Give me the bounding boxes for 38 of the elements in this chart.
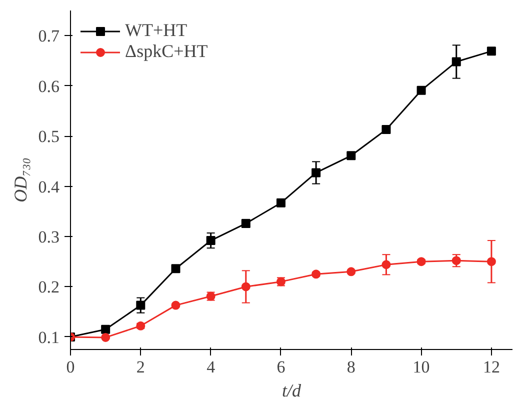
point	[136, 300, 146, 310]
point	[382, 125, 391, 134]
x-tick-label: 4	[206, 358, 216, 376]
point	[346, 151, 356, 160]
y-axis-title: OD₇₃₀	[10, 158, 30, 202]
point	[276, 198, 286, 208]
point	[312, 168, 321, 178]
point	[416, 86, 426, 95]
point	[486, 257, 496, 266]
point	[101, 324, 110, 334]
x-tick-label: 10	[412, 358, 430, 376]
y-tick-label: 0.2	[38, 278, 60, 297]
legend-label: ΔspkC+HT	[125, 41, 208, 62]
x-tick-label: 12	[482, 358, 500, 376]
point	[452, 256, 461, 266]
point	[452, 57, 461, 66]
point	[206, 236, 216, 246]
x-tick-label: 8	[346, 358, 356, 376]
y-tick-label: 0.1	[38, 328, 60, 347]
point	[312, 270, 321, 279]
legend-label: WT+HT	[125, 20, 188, 41]
x-tick-label: 2	[136, 358, 145, 376]
y-tick-label: 0.5	[38, 127, 60, 146]
x-tick-label: 0	[66, 358, 75, 376]
point	[416, 257, 426, 266]
point	[346, 267, 356, 276]
x-tick-label: 6	[276, 358, 286, 376]
y-tick-label: 0.4	[38, 177, 60, 196]
point	[171, 300, 180, 310]
point	[101, 332, 110, 342]
y-tick-label: 0.3	[38, 228, 60, 246]
y-tick-label: 0.7	[38, 26, 60, 46]
point	[241, 282, 250, 292]
y-tick-label: 0.6	[38, 76, 60, 96]
point	[171, 264, 180, 274]
point	[486, 46, 496, 56]
x-axis-title: t/d	[282, 380, 302, 400]
point	[382, 260, 391, 270]
